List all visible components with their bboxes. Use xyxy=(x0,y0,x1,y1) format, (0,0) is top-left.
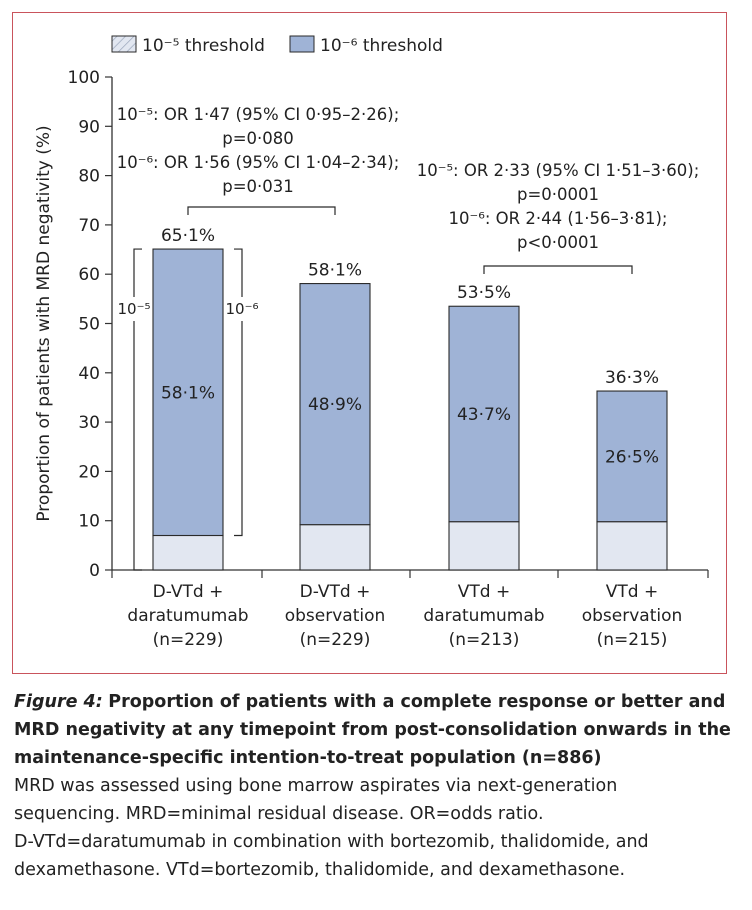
x-category-label: daratumumab xyxy=(127,606,248,626)
bar-segment-1e6 xyxy=(448,305,520,523)
caption-body-line-2: sequencing. MRD=minimal residual disease… xyxy=(14,804,544,824)
bar-label-1e5: 53·5% xyxy=(457,283,511,303)
comparison-text: 10⁻⁵: OR 2·33 (95% CI 1·51–3·60); xyxy=(417,161,700,180)
comparison-text: 10⁻⁶: OR 1·56 (95% CI 1·04–2·34); xyxy=(117,153,400,172)
comparison-text: 10⁻⁵: OR 1·47 (95% CI 0·95–2·26); xyxy=(117,105,400,124)
y-tick-label: 20 xyxy=(78,462,100,482)
figure-frame xyxy=(12,12,727,674)
bar-segment-1e6 xyxy=(152,248,224,537)
bar-label-1e5: 65·1% xyxy=(161,226,215,246)
caption-body-line-3: D-VTd=daratumumab in combination with bo… xyxy=(14,832,649,852)
y-axis: 0 10 20 30 40 50 60 70 80 90 100 Proportion of pati… xyxy=(34,68,709,650)
bar-label-1e5: 36·3% xyxy=(605,368,659,388)
bracket-1e5 xyxy=(133,248,142,571)
caption-body-line-1: MRD was assessed using bone marrow aspir… xyxy=(14,776,618,796)
bar-label-1e6: 26·5% xyxy=(605,447,659,467)
x-category-label: observation xyxy=(582,606,683,626)
y-tick-label: 90 xyxy=(78,117,100,137)
y-tick-label: 80 xyxy=(78,167,100,187)
x-category-label: daratumumab xyxy=(423,606,544,626)
bracket-1e6-label-bg xyxy=(224,297,260,321)
y-tick-label: 0 xyxy=(89,561,100,581)
bar-label-1e5: 58·1% xyxy=(308,261,362,281)
legend-label-1e5: 10⁻⁵ threshold xyxy=(142,36,265,56)
bar-label-1e6: 58·1% xyxy=(161,383,215,403)
x-category-label: VTd + xyxy=(606,582,658,602)
bar-segment-1e5 xyxy=(596,521,668,571)
comparison-text: p=0·031 xyxy=(222,177,294,196)
x-category-label: observation xyxy=(285,606,386,626)
figure-caption: Figure 4: Proportion of patients with a … xyxy=(14,688,739,884)
y-axis-title: Proportion of patients with MRD negativi… xyxy=(34,125,54,521)
annotations: 10⁻⁵ 10⁻⁶ 10⁻⁵: OR 1·47 (95% CI 0·95–2·26)… xyxy=(116,105,700,571)
bar-label-1e6: 43·7% xyxy=(457,405,511,425)
bracket-1e6 xyxy=(234,248,243,537)
legend-swatch-1e6 xyxy=(289,35,315,53)
comparison-text: p<0·0001 xyxy=(517,233,599,252)
y-tick-label: 50 xyxy=(78,315,100,335)
caption-label: Figure 4: xyxy=(14,692,103,712)
caption-title: Proportion of patients with a complete r… xyxy=(14,692,731,768)
legend-label-1e6: 10⁻⁶ threshold xyxy=(320,36,443,56)
x-category-label: D-VTd + xyxy=(153,582,224,602)
legend-swatch-1e5 xyxy=(111,35,137,53)
chart: 10⁻⁵ threshold 10⁻⁶ threshold 0 10 20 30 40 50… xyxy=(34,35,709,650)
y-tick-label: 100 xyxy=(68,68,100,88)
x-category-label: (n=213) xyxy=(449,630,520,650)
caption-body-line-4: dexamethasone. VTd=bortezomib, thalidomi… xyxy=(14,860,626,880)
comparison-bracket xyxy=(187,206,336,215)
bar-segment-1e5 xyxy=(152,534,224,571)
x-category-label: VTd + xyxy=(458,582,510,602)
x-category-label: (n=229) xyxy=(153,630,224,650)
comparison-text: p=0·0001 xyxy=(517,185,599,204)
bars: 65·1% 58·1% 58·1% 48·9% 53·5% 43·7% 36·3% 26·5% xyxy=(152,226,668,571)
legend: 10⁻⁵ threshold 10⁻⁶ threshold xyxy=(111,35,443,56)
x-category-label: (n=215) xyxy=(597,630,668,650)
y-tick-label: 40 xyxy=(78,364,100,384)
x-category-label: (n=229) xyxy=(300,630,371,650)
bracket-1e5-label-bg xyxy=(116,297,152,321)
y-tick-label: 10 xyxy=(78,512,100,532)
bar-segment-1e6 xyxy=(299,283,371,526)
y-tick-label: 30 xyxy=(78,413,100,433)
bar-segment-1e5 xyxy=(448,521,520,571)
bar-label-1e6: 48·9% xyxy=(308,395,362,415)
x-category-label: D-VTd + xyxy=(300,582,371,602)
comparison-text: 10⁻⁶: OR 2·44 (1·56–3·81); xyxy=(449,209,668,228)
bar-segment-1e6 xyxy=(596,390,668,523)
bracket-1e6-label: 10⁻⁶ xyxy=(225,300,258,318)
comparison-bracket xyxy=(483,265,633,274)
bar-segment-1e5 xyxy=(299,524,371,571)
comparison-text: p=0·080 xyxy=(222,129,294,148)
y-tick-label: 70 xyxy=(78,216,100,236)
y-tick-label: 60 xyxy=(78,265,100,285)
bracket-1e5-label: 10⁻⁵ xyxy=(117,300,150,318)
